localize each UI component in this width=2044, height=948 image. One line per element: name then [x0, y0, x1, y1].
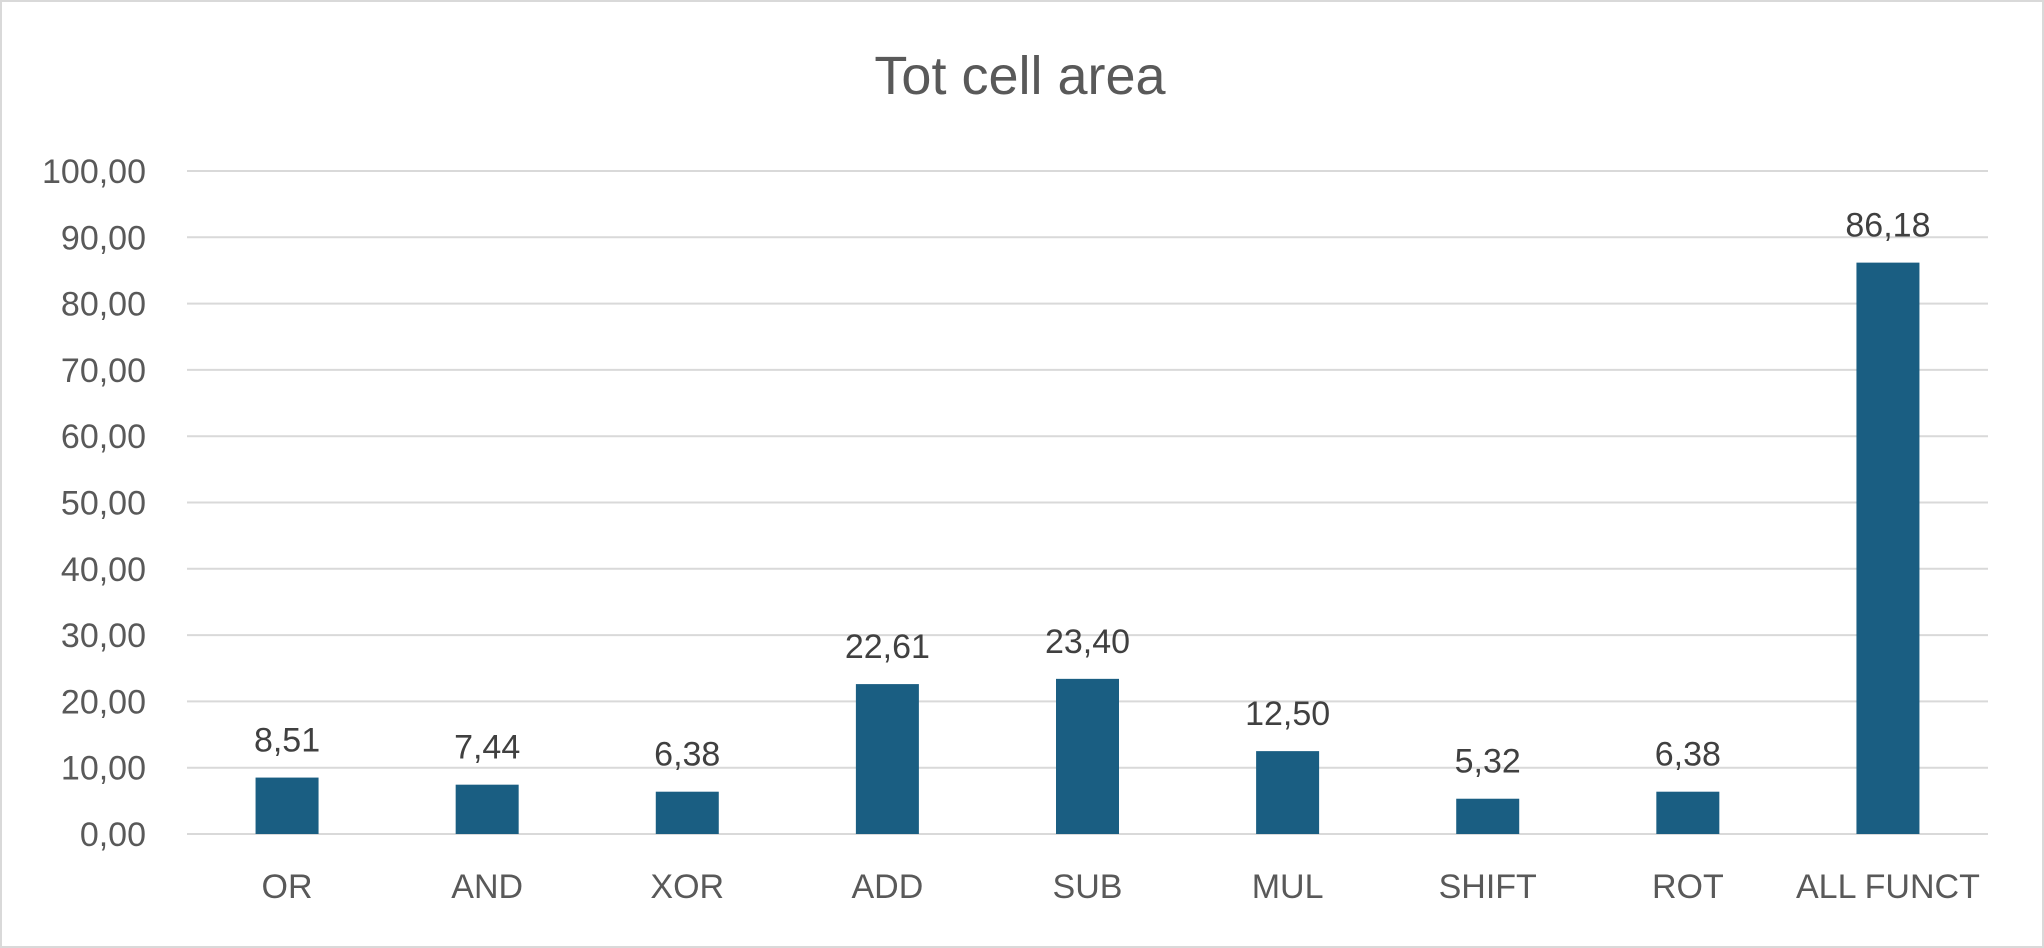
x-tick-label: MUL: [1252, 868, 1324, 906]
y-tick-label: 70,00: [61, 352, 146, 390]
data-label: 12,50: [1245, 695, 1330, 733]
y-tick-label: 80,00: [61, 286, 146, 324]
bar-rot: [1656, 791, 1720, 834]
x-tick-label: ALL FUNCT: [1796, 868, 1980, 906]
y-tick-label: 50,00: [61, 485, 146, 523]
data-label: 8,51: [254, 722, 320, 760]
bar-xor: [655, 791, 719, 834]
data-label: 6,38: [1655, 736, 1721, 774]
data-label: 5,32: [1455, 743, 1521, 781]
data-label: 23,40: [1045, 623, 1130, 661]
chart-title: Tot cell area: [874, 46, 1166, 106]
bar-add: [855, 684, 919, 834]
x-axis-ticks: OR AND XOR ADD SUB MUL SHIFT ROT ALL FUNCT: [262, 868, 1980, 906]
bar-mul: [1256, 751, 1320, 834]
bar-sub: [1056, 678, 1119, 834]
bar-shift: [1456, 798, 1520, 834]
y-tick-label: 60,00: [61, 418, 146, 456]
x-tick-label: SUB: [1053, 868, 1123, 906]
y-tick-label: 40,00: [61, 551, 146, 589]
bar-all-funct: [1856, 262, 1920, 834]
y-axis-ticks: 0,00 10,00 20,00 30,00 40,00 50,00 60,00 70,00 8…: [42, 153, 146, 854]
data-labels: 8,51 7,44 6,38 22,61 23,40 12,50 5,32 6,38 86,18: [254, 207, 1931, 781]
x-tick-label: OR: [262, 868, 313, 906]
bar-or: [255, 777, 319, 834]
y-tick-label: 100,00: [42, 153, 146, 191]
data-label: 7,44: [454, 729, 520, 767]
x-tick-label: AND: [451, 868, 523, 906]
data-label: 22,61: [845, 628, 930, 666]
x-tick-label: XOR: [650, 868, 724, 906]
bar-and: [455, 784, 519, 834]
y-tick-label: 30,00: [61, 617, 146, 655]
y-tick-label: 20,00: [61, 683, 146, 721]
y-tick-label: 0,00: [80, 816, 146, 854]
y-tick-label: 90,00: [61, 219, 146, 257]
x-tick-label: SHIFT: [1439, 868, 1537, 906]
y-tick-label: 10,00: [61, 750, 146, 788]
data-label: 86,18: [1845, 207, 1930, 245]
bars: [255, 262, 1920, 834]
x-tick-label: ROT: [1652, 868, 1724, 906]
x-tick-label: ADD: [851, 868, 923, 906]
data-label: 6,38: [654, 736, 720, 774]
